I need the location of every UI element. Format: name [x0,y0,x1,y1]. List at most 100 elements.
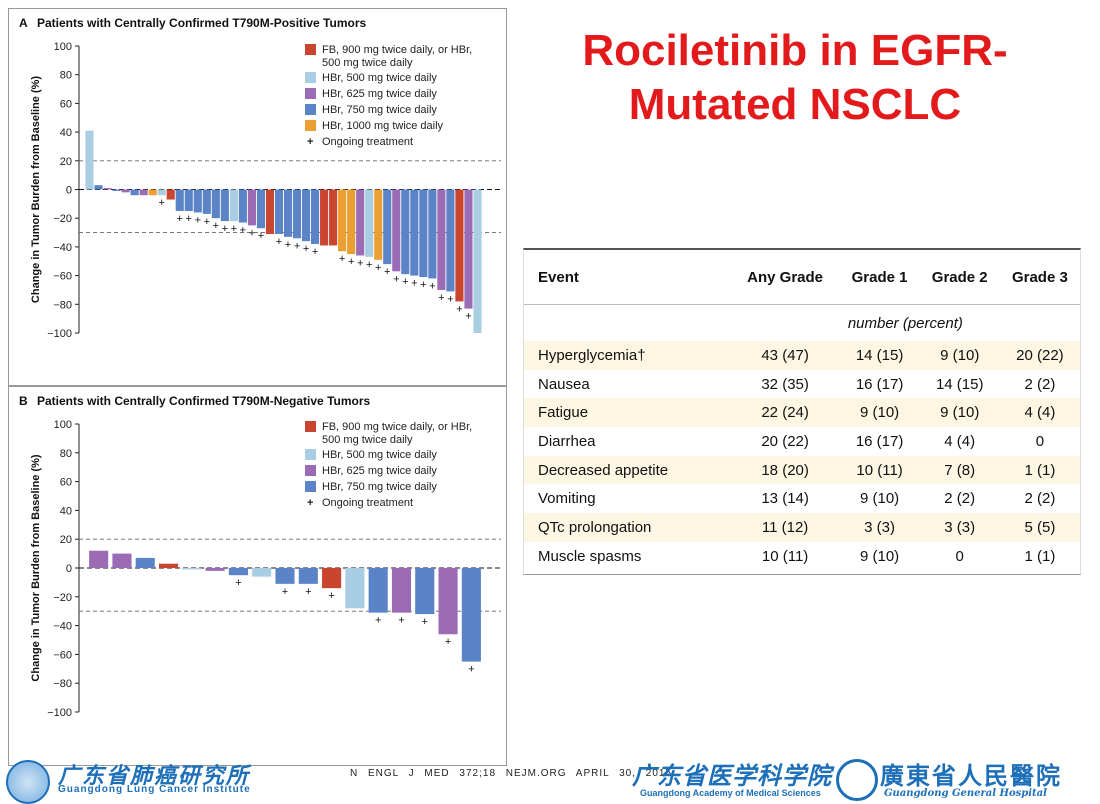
bar [252,568,272,577]
cell-grade-1: 10 (11) [839,455,920,485]
y-tick-label: 100 [54,419,72,431]
cell-grade-2: 4 (4) [944,432,976,450]
ongoing-marker: + [447,293,453,305]
ongoing-marker: + [231,223,237,235]
academy-name-en: Guangdong Academy of Medical Sciences [640,788,821,798]
bar [292,189,302,239]
legend-swatch [305,481,316,492]
column-header-grade-1: Grade 1 [839,250,920,305]
bar [446,189,455,292]
table-row: Diarrhea 20 (22) 16 (17) 4 (4) 0 [524,427,1080,456]
bar [139,189,148,196]
legend-label-continued: 500 mg twice daily [322,434,413,446]
y-tick-label: −60 [53,649,72,661]
legend-swatch [305,104,316,115]
bar [401,189,410,275]
cell-any-grade: 11 (12) [730,513,840,542]
cell-any-grade: 20 (22) [761,432,809,450]
ongoing-marker: + [186,213,192,225]
table-row: Vomiting 13 (14) 9 (10) 2 (2) 2 (2) [524,484,1080,513]
table-row: Muscle spasms 10 (11) 9 (10) 0 1 (1) [524,542,1080,571]
bar [311,189,320,245]
cell-event: QTc prolongation [524,513,731,542]
ongoing-marker: + [276,236,282,248]
cell-grade-3: 0 [1035,432,1045,450]
bar [256,189,266,229]
cell-grade-2: 9 (10) [919,341,1000,370]
ongoing-legend-label: Ongoing treatment [322,136,413,148]
legend-swatch [305,44,316,55]
y-tick-label: −20 [53,592,72,604]
y-tick-label: −100 [47,707,72,719]
table-row: Fatigue 22 (24) 9 (10) 9 (10) 4 (4) [524,398,1080,428]
bar [283,189,293,237]
y-tick-label: 20 [60,534,72,546]
bar [461,568,481,662]
ongoing-marker: + [438,292,444,304]
bar [94,185,103,190]
y-tick-label: −80 [53,678,72,690]
cell-grade-3: 1 (1) [999,455,1080,485]
cell-event: Diarrhea [538,432,596,450]
cell-any-grade: 10 (11) [761,547,809,565]
cell-grade-3: 20 (22) [999,341,1080,370]
bar [205,568,225,571]
legend-swatch [305,449,316,460]
legend-label: HBr, 500 mg twice daily [322,449,437,461]
cell-event: Hyperglycemia† [524,341,731,370]
bar [345,568,365,609]
ongoing-marker: + [285,239,291,251]
cell-grade-3: 2 (2) [1024,375,1056,393]
bar [112,189,121,191]
cell-event: Fatigue [524,398,731,428]
cell-event: Nausea [538,375,590,393]
cell-any-grade: 22 (24) [730,398,840,428]
cell-grade-3: 2 (2) [1024,490,1056,508]
y-tick-label: 0 [66,185,72,197]
ongoing-marker: + [375,615,381,627]
cell-grade-1: 14 (15) [839,341,920,370]
lung-cancer-institute-logo [6,760,50,804]
bar [437,189,446,290]
ongoing-marker: + [195,214,201,226]
cell-grade-2: 0 [955,547,964,565]
bar [247,189,256,226]
ongoing-marker: + [339,253,345,265]
cell-any-grade: 18 (20) [730,455,840,485]
legend-label: FB, 900 mg twice daily, or HBr, [322,421,472,433]
ongoing-marker: + [282,586,288,598]
ongoing-marker: + [375,262,381,274]
bar [428,189,437,279]
bar [356,189,365,256]
y-tick-label: 80 [60,70,72,82]
y-tick-label: 100 [54,41,72,53]
ongoing-marker: + [312,246,318,258]
ongoing-marker: + [393,273,399,285]
bar [238,189,247,223]
bar [338,189,347,252]
y-tick-label: −40 [53,621,72,633]
slide-title: Rociletinib in EGFR-Mutated NSCLC [582,26,1008,129]
hospital-logo-icon [836,759,878,801]
waterfall-chart-b: Patients with Centrally Confirmed T790M-… [19,394,501,719]
bar [383,189,392,265]
y-tick-label: 40 [60,505,72,517]
footer: 广东省肺癌研究所 Guangdong Lung Cancer Institute… [0,756,1100,804]
chart-title: Patients with Centrally Confirmed T790M-… [37,394,371,408]
legend-swatch [305,72,316,83]
table-row: Nausea 32 (35) 16 (17) 14 (15) 2 (2) [524,370,1080,399]
hospital-name-cn: 廣東省人民醫院 [880,761,1062,790]
ongoing-marker: + [422,616,428,628]
cell-grade-2: 9 (10) [919,398,1000,428]
ongoing-marker: + [249,227,255,239]
y-tick-label: −80 [53,299,72,311]
panel-letter: B [19,394,28,408]
bar [347,189,356,255]
legend-label: HBr, 625 mg twice daily [322,465,437,477]
table-row: Hyperglycemia† 43 (47) 14 (15) 9 (10) 20 (22… [524,341,1080,370]
ongoing-marker: + [445,636,451,648]
bar [301,189,311,242]
y-tick-label: 60 [60,477,72,489]
ongoing-marker: + [357,258,363,270]
bar [184,189,193,212]
